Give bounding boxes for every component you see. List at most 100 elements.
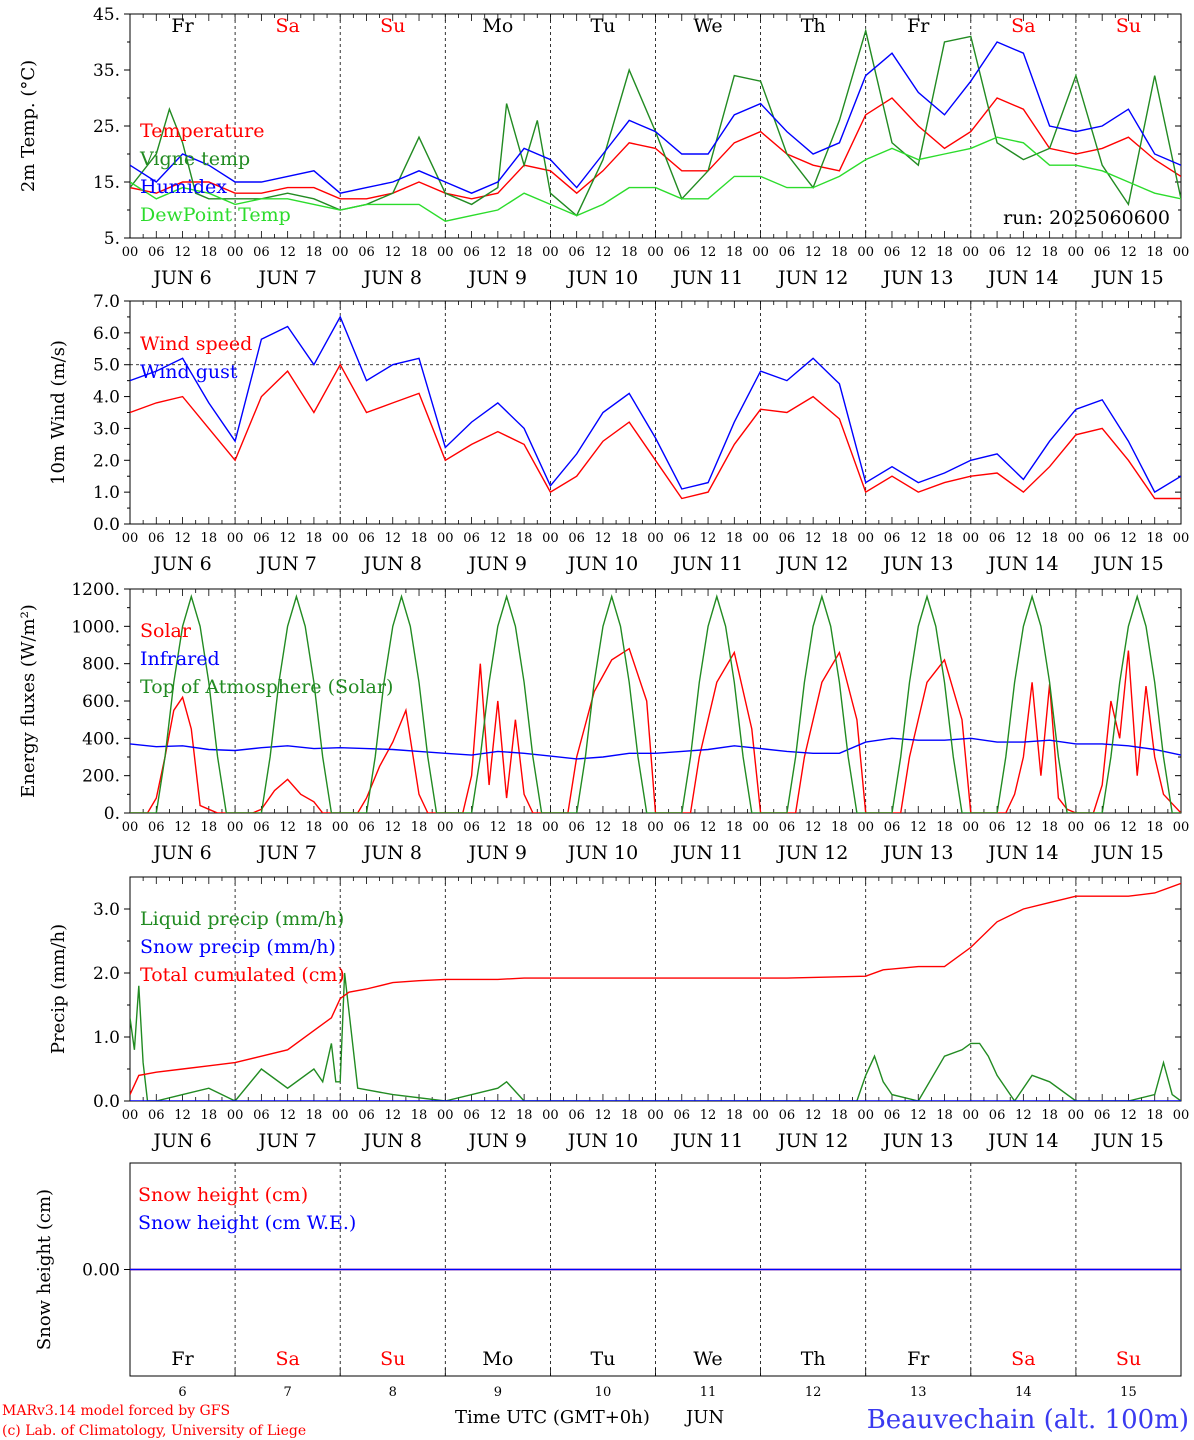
chart-panel-1: 5. 15. 25. 35. 45. 2m Temp. (°C) Temperature Vi… [18,5,1189,289]
hour-label: 00 [227,1108,244,1123]
weekday-label: Sa [275,1348,299,1370]
series-line-humidex [130,41,1181,194]
hour-label: 12 [490,820,507,835]
date-label: JUN 12 [776,842,848,864]
hour-label: 12 [490,1108,507,1123]
hour-label: 18 [726,245,743,260]
hour-label: 12 [1015,531,1032,546]
series-line-solar [130,647,1181,813]
date-label: JUN 11 [671,842,743,864]
day-number-label: 14 [1015,1385,1032,1400]
hour-label: 06 [884,820,901,835]
hour-label: 00 [227,820,244,835]
date-label: JUN 12 [776,267,848,289]
hour-label: 18 [936,1108,953,1123]
hour-label: 06 [779,531,796,546]
weekday-label: Th [801,1348,826,1370]
hour-label: 12 [174,531,191,546]
hour-label: 12 [595,245,612,260]
hour-label: 12 [910,245,927,260]
hour-label: 12 [805,245,822,260]
hour-label: 18 [1041,531,1058,546]
hour-label: 00 [963,531,980,546]
y-tick-label: 2.0 [93,964,120,984]
date-label: JUN 8 [362,842,422,864]
hour-label: 12 [805,531,822,546]
series-line-temperature [130,97,1181,200]
hour-label: 06 [148,531,165,546]
hour-label: 00 [857,1108,874,1123]
hour-label: 12 [1015,245,1032,260]
hour-label: 00 [1173,820,1190,835]
hour-label: 06 [568,820,585,835]
hour-label: 00 [437,245,454,260]
hour-label: 06 [148,820,165,835]
hour-label: 00 [1173,531,1190,546]
date-label: JUN 12 [776,553,848,575]
hour-label: 00 [542,245,559,260]
hour-label: 18 [831,531,848,546]
hour-label: 18 [411,245,428,260]
y-tick-label: 1.0 [93,483,120,503]
y-tick-label: 0.00 [82,1261,120,1281]
date-label: JUN 14 [986,267,1058,289]
legend-total-cumulated-cm-: Total cumulated (cm) [140,964,345,986]
legend-vigne-temp: Vigne temp [139,148,250,170]
hour-label: 12 [174,820,191,835]
hour-label: 18 [936,820,953,835]
hour-label: 12 [1015,1108,1032,1123]
hour-label: 06 [779,1108,796,1123]
y-axis-label: Precip (mm/h) [48,924,69,1054]
hour-label: 12 [384,820,401,835]
day-number-label: 11 [700,1385,717,1400]
y-tick-label: 5.0 [93,356,120,376]
legend-humidex: Humidex [140,176,227,198]
hour-label: 12 [805,820,822,835]
date-label: JUN 13 [881,842,953,864]
date-label: JUN 7 [256,842,316,864]
weekday-label: Tu [590,1348,615,1370]
hour-label: 12 [700,820,717,835]
hour-label: 12 [700,1108,717,1123]
hour-label: 06 [148,1108,165,1123]
hour-label: 06 [358,1108,375,1123]
hour-label: 00 [857,245,874,260]
hour-label: 18 [1146,820,1163,835]
date-label: JUN 14 [986,1130,1058,1152]
hour-label: 00 [963,820,980,835]
series-line-top-of-atmosphere-solar- [130,594,1181,813]
y-tick-label: 0.0 [93,1092,120,1112]
y-axis-label: Snow height (cm) [34,1189,55,1350]
footer-credit-line2: (c) Lab. of Climatology, University of L… [2,1423,306,1439]
hour-label: 06 [463,820,480,835]
hour-label: 06 [989,1108,1006,1123]
hour-label: 06 [1094,531,1111,546]
day-number-label: 15 [1120,1385,1137,1400]
hour-label: 18 [306,531,323,546]
hour-label: 18 [726,820,743,835]
y-tick-label: 400. [82,729,120,749]
hour-label: 12 [490,245,507,260]
hour-label: 06 [253,820,270,835]
legend-temperature: Temperature [140,120,264,142]
weekday-label: Su [1116,1348,1141,1370]
hour-label: 12 [700,245,717,260]
hour-label: 00 [542,820,559,835]
date-label: JUN 6 [151,267,211,289]
date-label: JUN 12 [776,1130,848,1152]
date-label: JUN 13 [881,553,953,575]
hour-label: 18 [936,245,953,260]
y-tick-label: 2.0 [93,451,120,471]
weekday-label: Sa [1011,15,1035,37]
hour-label: 00 [1068,531,1085,546]
hour-label: 12 [910,531,927,546]
hour-label: 12 [910,1108,927,1123]
legend-solar: Solar [140,620,192,642]
y-tick-label: 15. [93,173,120,193]
hour-label: 18 [201,1108,218,1123]
hour-label: 18 [411,820,428,835]
y-tick-label: 600. [82,692,120,712]
hour-label: 06 [989,245,1006,260]
legend-snow-height-cm-w-e-: Snow height (cm W.E.) [138,1212,356,1234]
hour-label: 00 [647,245,664,260]
